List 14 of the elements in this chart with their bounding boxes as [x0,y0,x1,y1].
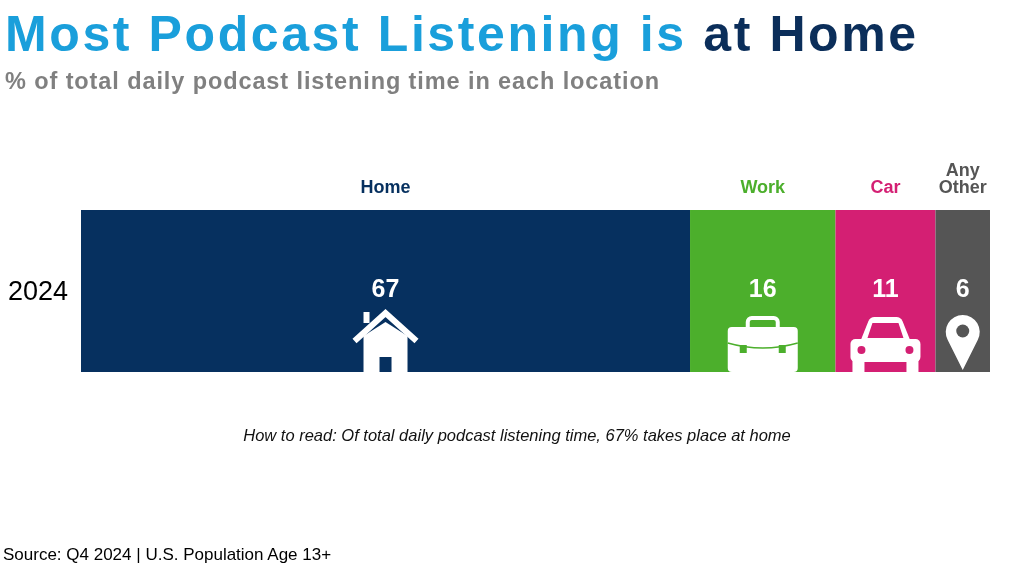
chart-title: Most Podcast Listening is at Home [5,6,919,62]
series-label: Any Other [938,160,987,197]
data-label: 11 [872,273,899,302]
text: How to read: Of total daily podcast listening time, 67% takes place at home [243,426,791,444]
data-label: 16 [748,273,777,302]
series-label: Work [740,177,787,197]
data-label: 6 [955,273,970,302]
chart-subtitle: % of total daily podcast listening time in each location [5,68,660,94]
series-label: Home [360,177,411,197]
data-label: 67 [371,273,400,302]
bar [81,210,691,372]
source-note: Source: Q4 2024 | U.S. Population Age 13+ [3,545,332,564]
series-label: Car [870,177,901,197]
y-tick-label: 2024 [7,276,68,306]
